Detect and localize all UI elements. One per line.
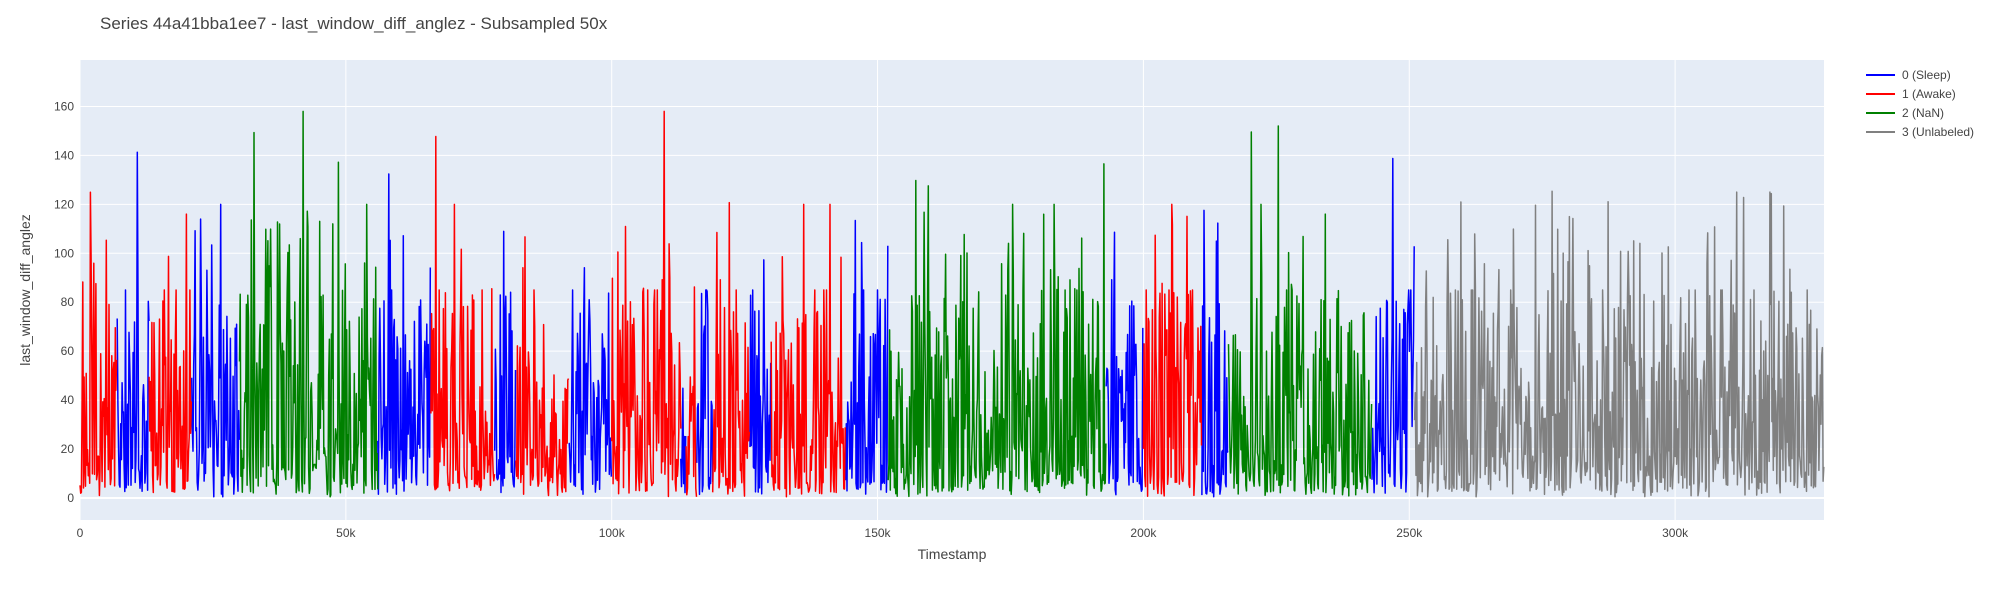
legend-label-unlabeled[interactable]: 3 (Unlabeled)	[1902, 125, 1974, 139]
y-tick-label: 100	[54, 246, 74, 260]
y-tick-label: 0	[67, 491, 74, 505]
x-tick-label: 200k	[1130, 526, 1157, 540]
series-line-nan	[238, 110, 1373, 498]
x-axis-title: Timestamp	[918, 546, 987, 562]
x-tick-label: 100k	[599, 526, 626, 540]
y-tick-label: 160	[54, 99, 74, 113]
y-tick-label: 120	[54, 197, 74, 211]
y-tick-label: 140	[54, 148, 74, 162]
y-tick-label: 80	[61, 295, 75, 309]
y-tick-label: 40	[61, 393, 75, 407]
x-tick-label: 150k	[865, 526, 892, 540]
series-line-unlabeled	[1413, 190, 1825, 498]
x-tick-label: 50k	[336, 526, 356, 540]
x-tick-label: 0	[77, 526, 84, 540]
legend: 0 (Sleep) 1 (Awake) 2 (NaN) 3 (Unlabeled)	[1866, 68, 1974, 139]
y-axis-title: last_window_diff_anglez	[17, 214, 33, 366]
legend-label-nan[interactable]: 2 (NaN)	[1902, 106, 1944, 120]
chart-title: Series 44a41bba1ee7 - last_window_diff_a…	[100, 14, 608, 33]
series-layer	[79, 110, 1825, 498]
y-tick-label: 20	[61, 442, 75, 456]
legend-label-sleep[interactable]: 0 (Sleep)	[1902, 68, 1951, 82]
series-line-sleep	[116, 151, 1415, 498]
x-tick-label: 250k	[1396, 526, 1423, 540]
legend-label-awake[interactable]: 1 (Awake)	[1902, 87, 1956, 101]
x-tick-label: 300k	[1662, 526, 1689, 540]
axis-ticks: 0 20 40 60 80 100 120 140 160 0 50k 100k 150k 200k 250…	[54, 99, 1689, 540]
series-line-awake	[79, 110, 1203, 498]
y-tick-label: 60	[61, 344, 75, 358]
